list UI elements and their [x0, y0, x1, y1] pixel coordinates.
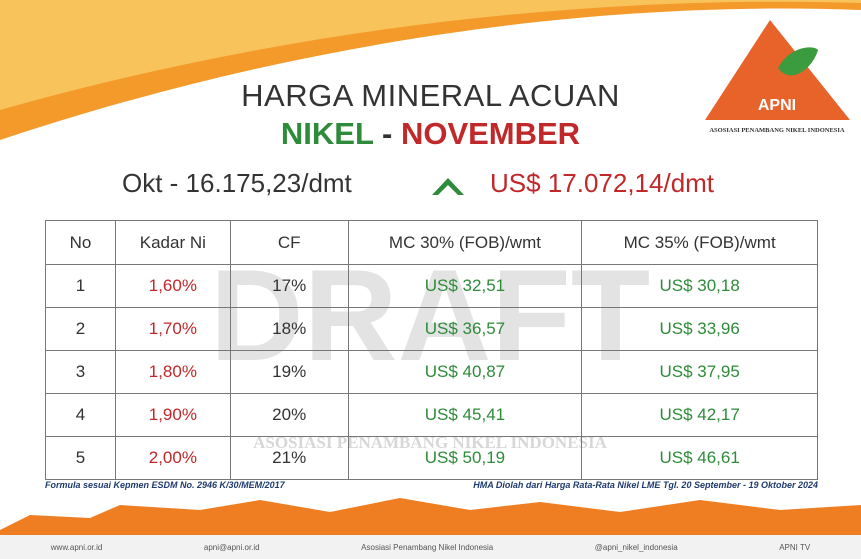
table-cell: US$ 46,61 — [581, 436, 818, 480]
table-cell: 1,80% — [114, 350, 231, 394]
table-cell: US$ 32,51 — [347, 264, 583, 308]
logo-triangle — [705, 20, 850, 120]
footer: www.apni.or.id apni@apni.or.id Asosiasi Pe… — [0, 535, 861, 559]
column-header: Kadar Ni — [114, 220, 231, 265]
subtitle-separator: - — [381, 116, 393, 151]
title: HARGA MINERAL ACUAN — [241, 78, 620, 113]
table-cell: US$ 37,95 — [581, 350, 818, 394]
table-cell: 5 — [45, 436, 116, 480]
footer-item: @apni_nikel_indonesia — [594, 542, 678, 552]
table-row: 1 1,60% 17% US$ 32,51 US$ 30,18 — [45, 264, 818, 308]
table-row: 3 1,80% 19% US$ 40,87 US$ 37,95 — [45, 350, 818, 394]
price-table: No Kadar Ni CF MC 30% (FOB)/wmt MC 35% (FOB)… — [45, 220, 818, 480]
table-row: 4 1,90% 20% US$ 45,41 US$ 42,17 — [45, 393, 818, 437]
table-cell: US$ 33,96 — [581, 307, 818, 351]
table-cell: US$ 42,17 — [581, 393, 818, 437]
note-left: Formula sesuai Kepmen ESDM No. 2946 K/30… — [45, 480, 285, 490]
subtitle-right: NOVEMBER — [400, 116, 581, 151]
current-price: US$ 17.072,14/dmt — [490, 168, 715, 198]
table-row: 2 1,70% 18% US$ 36,57 US$ 33,96 — [45, 307, 818, 351]
table-cell: 17% — [229, 264, 349, 308]
table-cell: 21% — [229, 436, 349, 480]
table-cell: 2,00% — [114, 436, 231, 480]
logo-full-name: ASOSIASI PENAMBANG NIKEL INDONESIA — [709, 127, 845, 134]
table-cell: US$ 40,87 — [347, 350, 583, 394]
subtitle: NIKEL - NOVEMBER — [0, 116, 861, 152]
table-row: 5 2,00% 21% US$ 50,19 US$ 46,61 — [45, 436, 818, 480]
column-header: No — [45, 220, 116, 265]
table-cell: 19% — [229, 350, 349, 394]
table-cell: 18% — [229, 307, 349, 351]
logo-leaf — [778, 47, 818, 76]
footer-item: APNI TV — [779, 542, 811, 552]
footer-item: apni@apni.or.id — [203, 542, 260, 552]
header-row: No Kadar Ni CF MC 30% (FOB)/wmt MC 35% (FOB)… — [45, 220, 818, 265]
table-cell: US$ 36,57 — [347, 307, 583, 351]
table-cell: US$ 50,19 — [347, 436, 583, 480]
top-swoosh-light — [0, 0, 861, 110]
table-body: 1 1,60% 17% US$ 32,51 US$ 30,18 2 1,70% 18% US$ … — [45, 264, 818, 480]
previous-price: Okt - 16.175,23/dmt — [122, 168, 352, 198]
column-header: CF — [229, 220, 349, 265]
table-cell: US$ 45,41 — [347, 393, 583, 437]
column-header: MC 35% (FOB)/wmt — [581, 220, 818, 265]
bottom-silhouette — [0, 498, 861, 535]
subtitle-left: NIKEL — [280, 116, 374, 151]
up-arrow — [432, 178, 464, 195]
logo-name: APNI — [758, 97, 796, 114]
note-right: HMA Diolah dari Harga Rata-Rata Nikel LM… — [473, 480, 818, 490]
table-cell: 20% — [229, 393, 349, 437]
table-cell: 1,60% — [114, 264, 231, 308]
footer-item: www.apni.or.id — [50, 542, 103, 552]
table-cell: 3 — [45, 350, 116, 394]
footer-item: Asosiasi Penambang Nikel Indonesia — [361, 542, 494, 552]
table-cell: US$ 30,18 — [581, 264, 818, 308]
table-cell: 1,70% — [114, 307, 231, 351]
table-cell: 2 — [45, 307, 116, 351]
table-cell: 1,90% — [114, 393, 231, 437]
column-header: MC 30% (FOB)/wmt — [347, 220, 583, 265]
table-cell: 1 — [45, 264, 116, 308]
table-cell: 4 — [45, 393, 116, 437]
